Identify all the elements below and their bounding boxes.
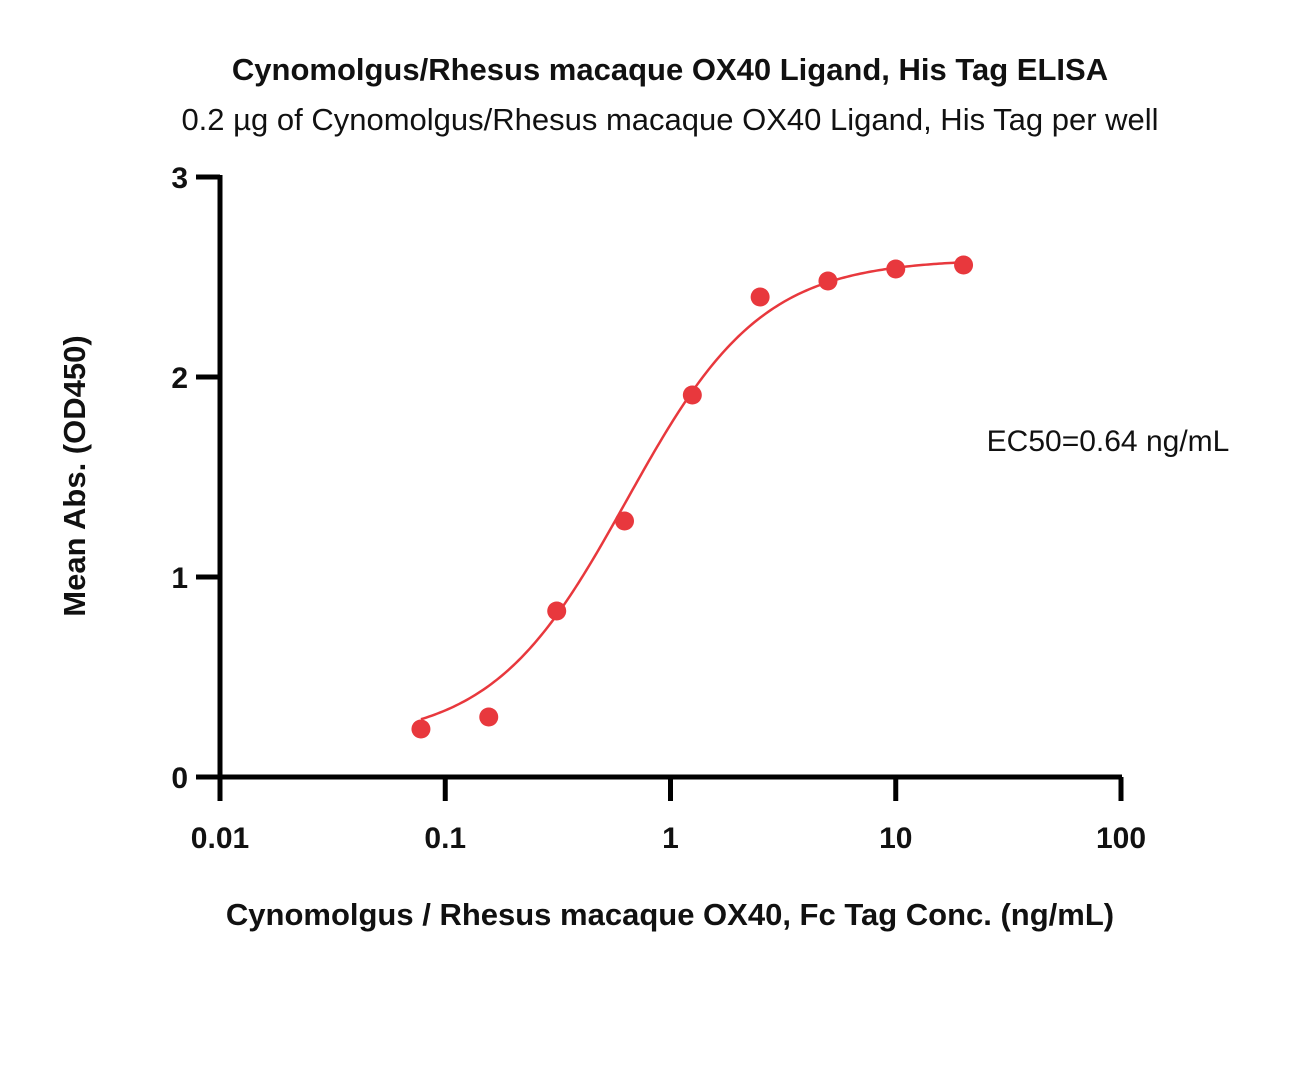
data-point [479,707,499,727]
data-point [954,255,974,275]
x-tick-label: 1 [662,822,679,855]
chart-subtitle: 0.2 µg of Cynomolgus/Rhesus macaque OX40… [181,102,1158,137]
data-point [886,259,906,279]
y-ticks: 0 1 2 3 [171,162,220,795]
y-axis-label: Mean Abs. (OD450) [57,335,92,616]
y-tick-label: 0 [171,762,188,795]
data-point [615,511,635,531]
data-points [411,255,974,739]
data-point [750,287,770,307]
x-tick-label: 10 [879,822,912,855]
x-tick-label: 0.01 [191,822,249,855]
x-ticks: 0.01 0.1 1 10 100 [191,777,1146,855]
x-axis-label: Cynomolgus / Rhesus macaque OX40, Fc Tag… [226,897,1114,932]
x-tick-label: 0.1 [424,822,466,855]
x-tick-label: 100 [1096,822,1146,855]
y-tick-label: 1 [171,562,188,595]
data-point [818,271,838,291]
y-tick-label: 3 [171,162,188,195]
axes [217,175,1122,780]
chart-title: Cynomolgus/Rhesus macaque OX40 Ligand, H… [232,52,1108,87]
fit-curve [420,261,964,721]
data-point [682,385,702,405]
ec50-annotation: EC50=0.64 ng/mL [987,425,1230,458]
data-point [547,601,567,621]
data-point [411,719,431,739]
y-tick-label: 2 [171,362,188,395]
